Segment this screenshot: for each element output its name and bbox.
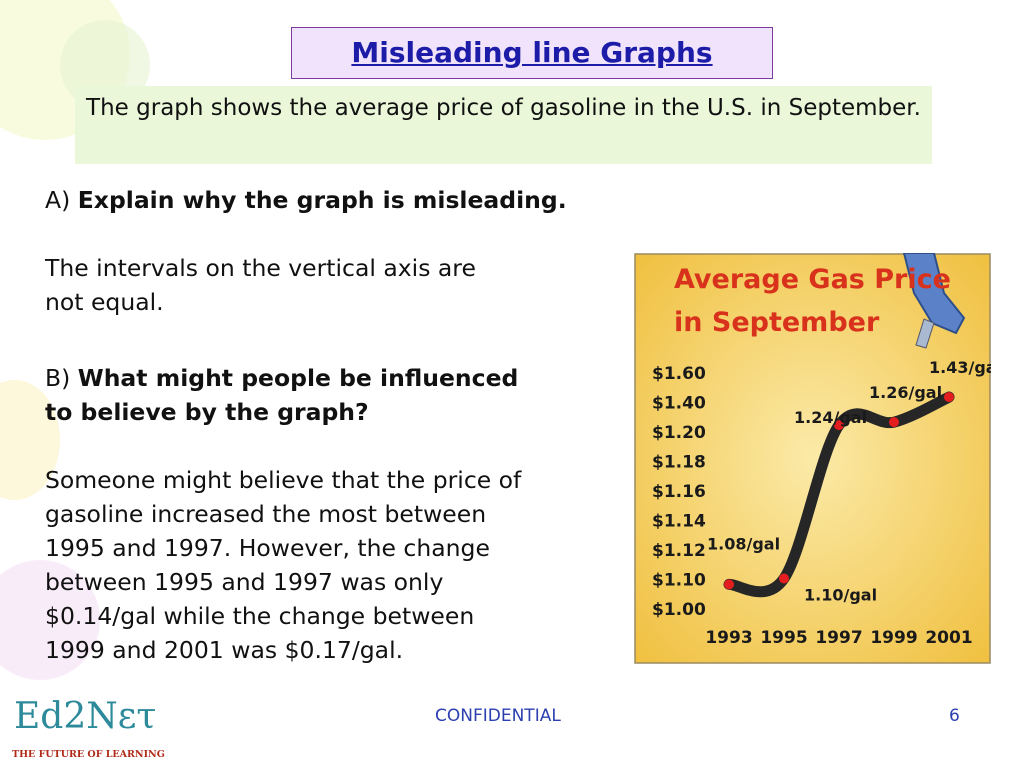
answer-line: Someone might believe that the price of [45,466,522,494]
chart-title: in September [674,307,880,338]
answer: The intervals on the vertical axis are n… [45,251,476,319]
data-point [779,573,789,584]
y-tick-label: $1.00 [652,600,706,620]
answer-line: 1995 and 1997. However, the change [45,534,490,562]
data-label: 1.10/gal [804,586,877,605]
y-tick-label: $1.16 [652,482,706,502]
logo: Ed2Nετ [14,696,157,737]
pump-nozzle [902,253,966,335]
x-tick-label: 2001 [925,628,972,648]
page-number: 6 [949,706,960,726]
question-text: What might people be influenced [77,364,519,392]
logo-tagline: THE FUTURE OF LEARNING [12,749,165,760]
slide-title: Misleading line Graphs [291,27,773,79]
pump-spout [915,318,935,349]
answer: Someone might believe that the price of … [45,463,521,667]
y-tick-label: $1.60 [652,364,706,384]
question-label: B) [45,364,71,392]
data-label: 1.24/gal [794,408,867,427]
question: B) What might people be influenced to be… [45,361,518,429]
question-text: to believe by the graph? [45,398,369,426]
answer-line: The intervals on the vertical axis are [45,254,476,282]
y-tick-label: $1.14 [652,512,706,532]
y-tick-label: $1.20 [652,423,706,443]
footer-label: CONFIDENTIAL [435,706,561,726]
data-label: 1.08/gal [707,534,780,553]
answer-line: $0.14/gal while the change between [45,602,475,630]
subtitle: The graph shows the average price of gas… [75,86,932,164]
x-tick-label: 1997 [815,628,862,648]
chart: Average Gas Price in September $1.00 $1.1… [634,253,991,664]
data-label: 1.26/gal [869,383,942,402]
question-label: A) [45,186,71,214]
data-point [724,579,734,590]
chart-title: Average Gas Price [674,264,951,295]
x-tick-label: 1993 [705,628,752,648]
answer-line: between 1995 and 1997 was only [45,568,444,596]
x-tick-label: 1995 [760,628,807,648]
answer-line: not equal. [45,288,164,316]
data-point [834,420,844,431]
y-tick-label: $1.40 [652,394,706,414]
decoration [0,560,100,680]
data-label: 1.43/gal [929,358,991,377]
data-point [944,392,954,403]
y-tick-label: $1.18 [652,453,706,473]
y-tick-label: $1.10 [652,571,706,591]
question: A) Explain why the graph is misleading. [45,183,567,217]
x-tick-label: 1999 [870,628,917,648]
data-point [889,417,899,428]
y-tick-label: $1.12 [652,541,706,561]
question-text: Explain why the graph is misleading. [77,186,567,214]
answer-line: gasoline increased the most between [45,500,487,528]
answer-line: 1999 and 2001 was $0.17/gal. [45,636,404,664]
price-line [723,391,955,598]
